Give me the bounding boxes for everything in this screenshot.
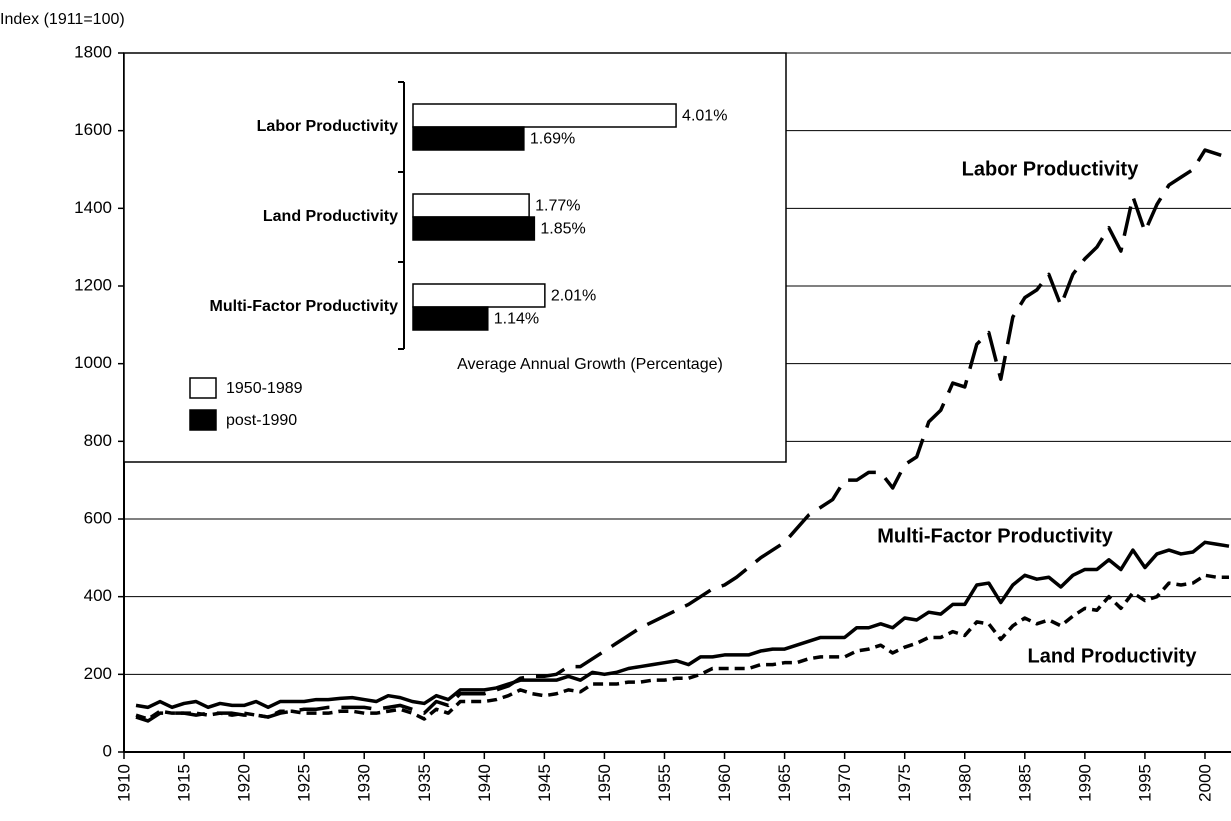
bar <box>412 283 546 308</box>
y-tick-label: 1000 <box>74 353 112 372</box>
y-tick-label: 600 <box>84 508 112 527</box>
x-tick-label: 1965 <box>775 764 794 802</box>
value-label: 1.85% <box>540 221 585 238</box>
legend-label: 1950-1989 <box>226 380 303 397</box>
bar <box>412 126 525 151</box>
y-tick-label: 1400 <box>74 198 112 217</box>
x-axis-label: Average Annual Growth (Percentage) <box>457 356 723 373</box>
x-tick-label: 1985 <box>1015 764 1034 802</box>
category-label: Land Productivity <box>263 208 398 225</box>
category-label: Labor Productivity <box>257 118 398 135</box>
y-tick-label: 400 <box>84 586 112 605</box>
y-tick-label: 1800 <box>74 42 112 61</box>
x-tick-label: 1980 <box>955 764 974 802</box>
value-label: 1.77% <box>535 198 580 215</box>
x-tick-label: 1955 <box>655 764 674 802</box>
x-tick-label: 1940 <box>475 764 494 802</box>
series-label: Multi-Factor Productivity <box>877 525 1113 547</box>
bar <box>412 193 530 218</box>
legend-swatch <box>189 409 217 431</box>
y-tick-label: 1600 <box>74 120 112 139</box>
x-tick-label: 1945 <box>535 764 554 802</box>
x-tick-label: 1990 <box>1075 764 1094 802</box>
y-tick-label: 200 <box>84 664 112 683</box>
y-axis-label: Index (1911=100) <box>0 11 125 28</box>
series-label: Land Productivity <box>1028 645 1198 667</box>
category-axis <box>398 81 405 350</box>
x-tick-label: 1970 <box>835 764 854 802</box>
x-tick-label: 1995 <box>1135 764 1154 802</box>
x-tick-label: 1935 <box>415 764 434 802</box>
category-label: Multi-Factor Productivity <box>210 298 399 315</box>
series-line <box>135 573 1229 721</box>
x-tick-label: 1960 <box>715 764 734 802</box>
x-tick-label: 2000 <box>1195 764 1214 802</box>
bar <box>412 306 489 331</box>
x-tick-label: 1920 <box>235 764 254 802</box>
legend-label: post-1990 <box>226 412 297 429</box>
x-tick-label: 1915 <box>175 764 194 802</box>
value-label: 1.69% <box>530 131 575 148</box>
x-tick-label: 1910 <box>115 764 134 802</box>
x-tick-label: 1975 <box>895 764 914 802</box>
y-tick-label: 800 <box>84 431 112 450</box>
bar <box>412 103 677 128</box>
series-line <box>135 540 1230 710</box>
bar <box>412 216 536 241</box>
legend-swatch <box>189 377 217 399</box>
value-label: 1.14% <box>494 311 539 328</box>
series-label: Labor Productivity <box>962 158 1140 180</box>
x-tick-label: 1950 <box>595 764 614 802</box>
y-tick-label: 0 <box>103 741 112 760</box>
series-line <box>135 148 1230 723</box>
value-label: 2.01% <box>551 288 596 305</box>
x-tick-label: 1930 <box>355 764 374 802</box>
value-label: 4.01% <box>682 108 727 125</box>
y-tick-label: 1200 <box>74 275 112 294</box>
x-tick-label: 1925 <box>295 764 314 802</box>
